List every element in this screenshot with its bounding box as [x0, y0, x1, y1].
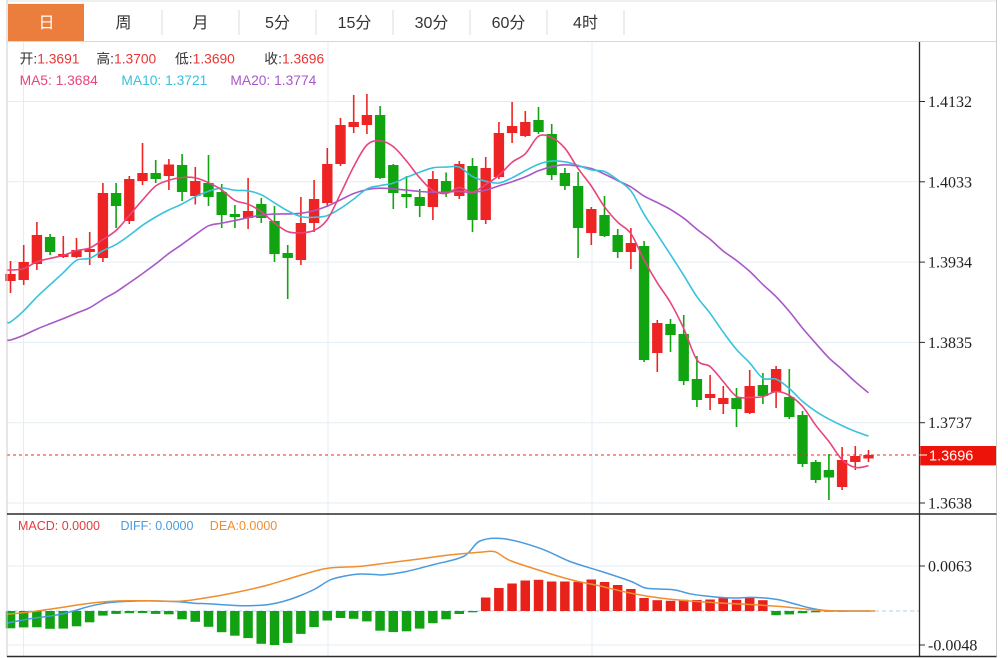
svg-text:日: 日 — [38, 15, 54, 32]
svg-text:4时: 4时 — [573, 14, 598, 32]
svg-text:1.3737: 1.3737 — [928, 415, 972, 432]
svg-text:1.3696: 1.3696 — [929, 449, 973, 465]
svg-text:0.0063: 0.0063 — [928, 559, 972, 576]
svg-text:15分: 15分 — [338, 14, 372, 32]
svg-text:5分: 5分 — [265, 14, 290, 32]
svg-text:1.3835: 1.3835 — [928, 335, 972, 352]
svg-text:-0.0048: -0.0048 — [928, 638, 977, 655]
svg-text:30分: 30分 — [415, 14, 449, 32]
svg-text:1.4132: 1.4132 — [928, 94, 972, 111]
svg-text:周: 周 — [115, 15, 131, 32]
svg-text:月: 月 — [192, 15, 208, 32]
svg-text:60分: 60分 — [492, 14, 526, 32]
svg-text:1.3934: 1.3934 — [928, 255, 972, 272]
svg-text:1.3638: 1.3638 — [928, 496, 972, 513]
svg-text:1.4033: 1.4033 — [928, 174, 972, 191]
